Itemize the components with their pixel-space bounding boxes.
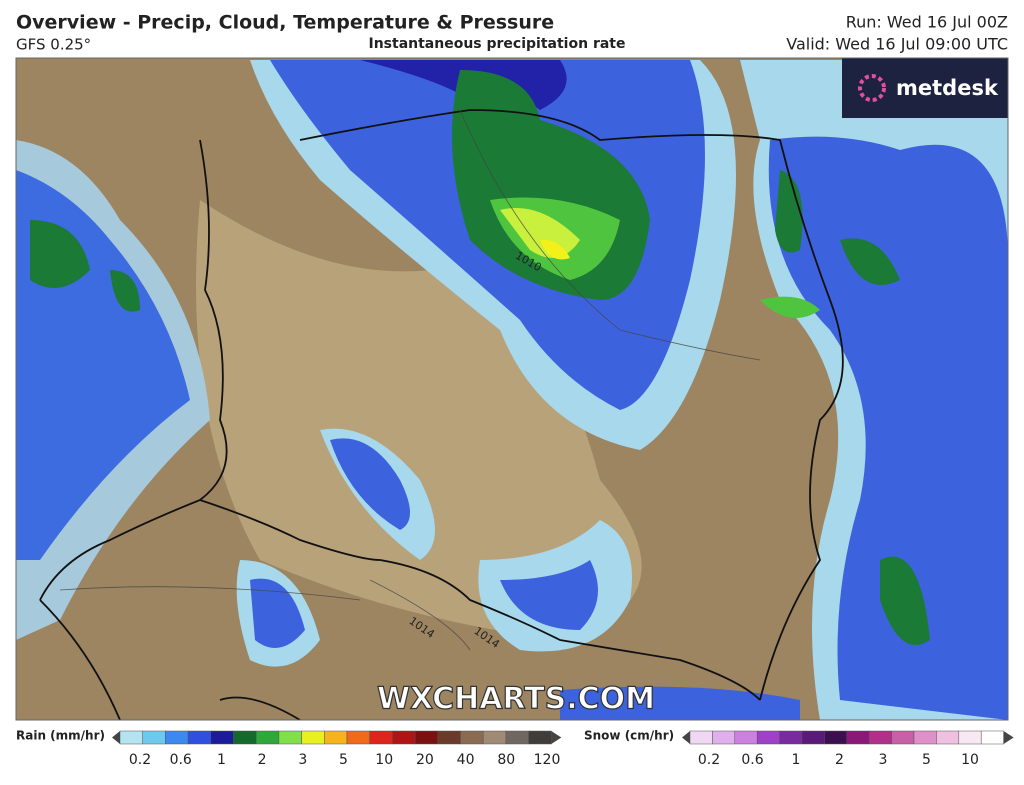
legend-swatch xyxy=(779,730,803,745)
legend-tick: 3 xyxy=(879,752,888,768)
legend-tick: 5 xyxy=(339,752,348,768)
legend-swatch xyxy=(712,730,736,745)
legend-swatch xyxy=(505,730,529,745)
legend-tick: 0.2 xyxy=(129,752,151,768)
legend-tick: 2 xyxy=(258,752,267,768)
map-frame xyxy=(15,57,1009,721)
legend-swatch xyxy=(756,730,780,745)
legend-swatch xyxy=(868,730,892,745)
legend-tick: 120 xyxy=(534,752,561,768)
run: Run: Wed 16 Jul 00Z xyxy=(846,13,1008,32)
legend-tick: 5 xyxy=(922,752,931,768)
legend-swatch xyxy=(210,730,234,745)
logo-box xyxy=(842,58,1008,118)
legend-tick: 40 xyxy=(457,752,475,768)
legend-swatch xyxy=(528,730,552,745)
legend-swatch xyxy=(891,730,915,745)
legend-swatch xyxy=(689,730,713,745)
legend-swatch xyxy=(233,730,257,745)
legend-swatch xyxy=(846,730,870,745)
legend-swatch xyxy=(119,730,143,745)
legend-swatch xyxy=(369,730,393,745)
legend-swatch xyxy=(392,730,416,745)
legend-swatch xyxy=(165,730,189,745)
legend-tick: 10 xyxy=(961,752,979,768)
legend-swatch xyxy=(801,730,825,745)
legend-tick: 10 xyxy=(375,752,393,768)
legend-swatch xyxy=(980,730,1004,745)
legend-tick: 80 xyxy=(497,752,515,768)
snow-label: Snow (cm/hr) xyxy=(584,729,674,743)
legend-swatch xyxy=(824,730,848,745)
valid: Valid: Wed 16 Jul 09:00 UTC xyxy=(786,35,1008,54)
legend-tick: 1 xyxy=(792,752,801,768)
legend-swatch xyxy=(301,730,325,745)
legend-tick: 0.6 xyxy=(170,752,192,768)
logo-icon xyxy=(858,74,886,102)
legend-swatch xyxy=(255,730,280,745)
title: Overview - Precip, Cloud, Temperature & … xyxy=(16,12,554,34)
subtitle: Instantaneous precipitation rate xyxy=(369,36,626,52)
legend-swatch xyxy=(460,730,484,745)
legend-swatch xyxy=(278,730,302,745)
legend-tick: 0.6 xyxy=(741,752,763,768)
legend-swatch xyxy=(913,730,937,745)
legend-tick: 3 xyxy=(298,752,307,768)
model: GFS 0.25° xyxy=(16,36,91,54)
legend-swatch xyxy=(482,730,507,745)
legend-swatch xyxy=(346,730,370,745)
legend-swatch xyxy=(936,730,960,745)
legend-swatch xyxy=(734,730,758,745)
map: 1010 1014 1014 metdesk WXCHARTS.COM xyxy=(16,58,1008,720)
legend-tick: 1 xyxy=(217,752,226,768)
logo: metdesk xyxy=(896,76,999,100)
legend-swatch xyxy=(958,730,982,745)
legend-tick: 2 xyxy=(835,752,844,768)
legend-swatch xyxy=(187,730,212,745)
legend-swatch xyxy=(437,730,461,745)
legend-swatch xyxy=(414,730,439,745)
rain-label: Rain (mm/hr) xyxy=(16,729,105,743)
legend-swatch xyxy=(142,730,166,745)
legend-swatch xyxy=(324,730,348,745)
legend-tick: 0.2 xyxy=(698,752,720,768)
legend-tick: 20 xyxy=(416,752,434,768)
watermark: WXCHARTS.COM xyxy=(377,682,655,717)
